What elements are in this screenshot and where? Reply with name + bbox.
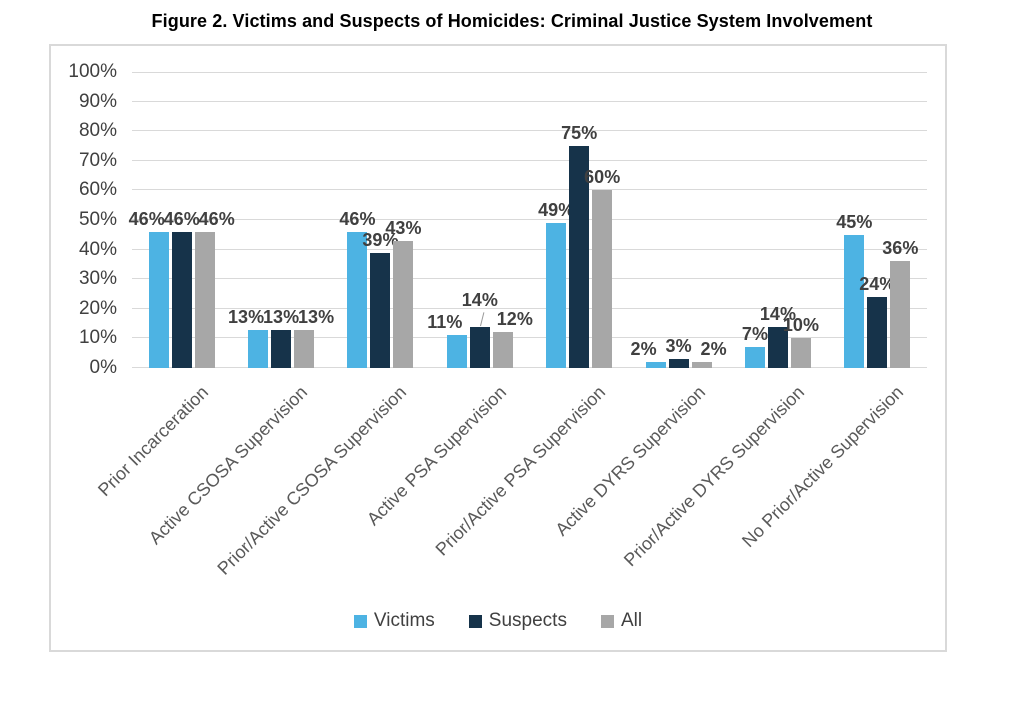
data-label: 13%: [263, 306, 300, 327]
gridline: [132, 130, 927, 132]
bar-suspects: [171, 231, 192, 368]
data-label: 13%: [228, 306, 265, 327]
data-label: 10%: [782, 315, 819, 336]
bar-all: [393, 240, 414, 368]
bar-suspects: [469, 326, 490, 368]
y-axis-tick-label: 50%: [78, 209, 117, 230]
gridline: [132, 307, 927, 309]
data-label: 14%: [461, 289, 498, 310]
data-label: 49%: [538, 199, 575, 220]
y-axis-tick-label: 20%: [78, 297, 117, 319]
y-axis-tick-label: 60%: [78, 179, 117, 201]
bar-all: [890, 261, 911, 368]
data-label: 3%: [665, 336, 692, 357]
y-axis-tick-label: 70%: [78, 149, 117, 171]
gridline: [132, 159, 927, 161]
bar-all: [691, 362, 712, 368]
legend-swatch: [600, 614, 614, 628]
bar-victims: [645, 362, 666, 368]
y-axis-tick-label: 100%: [68, 61, 117, 82]
data-label: 46%: [198, 208, 235, 229]
data-label: 46%: [163, 208, 200, 229]
gridline: [132, 248, 927, 250]
gridline: [132, 189, 927, 191]
legend-swatch: [353, 614, 367, 628]
bar-suspects: [767, 326, 788, 368]
data-label: 45%: [836, 211, 873, 232]
x-axis-tick-label: No Prior/Active Supervision: [738, 382, 908, 552]
y-axis-tick-label: 0%: [89, 357, 117, 378]
legend-item-victims: Victims: [353, 610, 435, 632]
legend-label: Victims: [373, 610, 435, 631]
data-label: 7%: [741, 324, 768, 345]
bar-victims: [148, 231, 169, 368]
data-label: 14%: [759, 303, 796, 324]
legend-swatch: [468, 614, 482, 628]
bar-suspects: [867, 296, 888, 368]
legend-item-suspects: Suspects: [468, 610, 567, 632]
bar-victims: [248, 329, 269, 368]
data-label: 12%: [496, 309, 533, 330]
bar-suspects: [370, 252, 391, 368]
bar-all: [592, 190, 613, 368]
bar-all: [294, 329, 315, 368]
bar-victims: [844, 234, 865, 368]
bar-victims: [347, 231, 368, 368]
y-axis-tick-label: 30%: [78, 268, 117, 290]
bar-all: [790, 338, 811, 368]
data-label: 43%: [385, 217, 422, 238]
legend-item-all: All: [600, 610, 643, 632]
data-label: 46%: [339, 208, 376, 229]
data-label: 75%: [561, 123, 598, 143]
data-label: 60%: [584, 167, 621, 188]
data-label: 39%: [362, 229, 399, 250]
gridline: [132, 100, 927, 102]
bar-suspects: [569, 146, 590, 368]
legend-label: Suspects: [488, 610, 567, 631]
chart-frame: 46% 46% 46% 13% 13% 13% 46% 39% 43% 11% 14% 12% 49% 7…: [49, 44, 947, 652]
bar-all: [492, 332, 513, 368]
y-axis-tick-label: 90%: [78, 90, 117, 112]
bar-suspects: [668, 359, 689, 368]
bar-victims: [446, 335, 467, 368]
data-label: 36%: [882, 238, 919, 259]
gridline: [132, 72, 927, 73]
y-axis-tick-label: 40%: [78, 238, 117, 260]
y-axis-tick-label: 10%: [78, 327, 117, 349]
leader-line: [479, 311, 485, 326]
chart-title: Figure 2. Victims and Suspects of Homici…: [151, 11, 873, 31]
data-label: 13%: [298, 306, 335, 327]
data-label: 46%: [128, 208, 165, 229]
gridline: [132, 337, 927, 339]
data-label: 11%: [427, 312, 463, 333]
y-axis-tick-label: 80%: [78, 120, 117, 142]
bar-all: [194, 231, 215, 368]
legend-label: All: [620, 610, 643, 631]
gridline: [132, 219, 927, 220]
bar-victims: [546, 222, 567, 368]
legend: Victims Suspects All: [51, 610, 945, 632]
data-label: 2%: [700, 339, 727, 360]
gridline: [132, 367, 927, 368]
plot-area: 46% 46% 46% 13% 13% 13% 46% 39% 43% 11% 14% 12% 49% 7…: [128, 72, 927, 368]
gridline: [132, 278, 927, 280]
bar-suspects: [271, 329, 292, 368]
bar-victims: [744, 347, 765, 368]
data-label: 2%: [630, 339, 657, 360]
data-label: 24%: [859, 273, 896, 294]
